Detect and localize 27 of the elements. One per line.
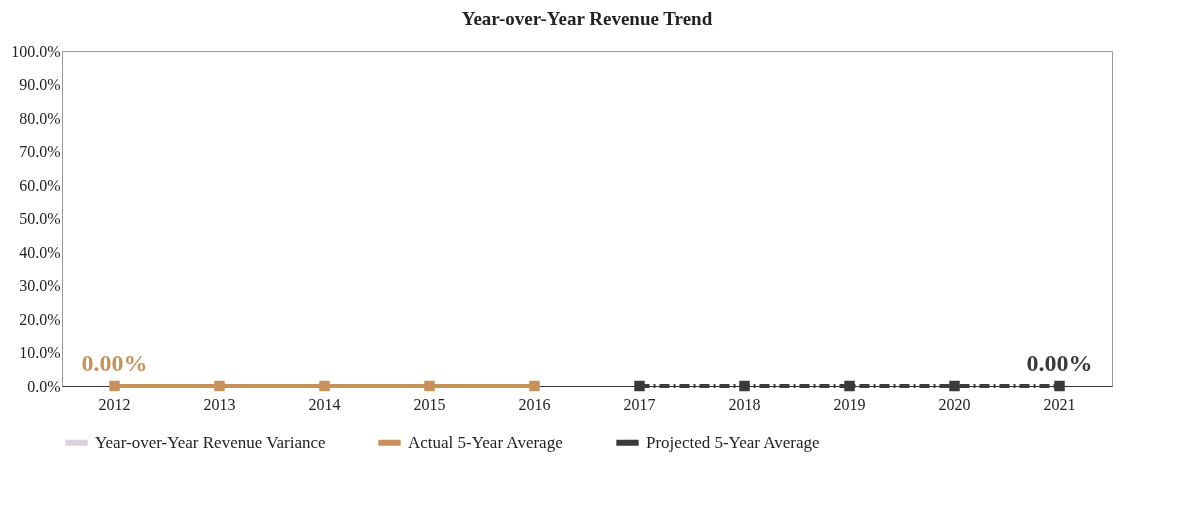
x-tick-label: 2014 bbox=[308, 395, 341, 413]
y-tick-label: 0.0% bbox=[27, 377, 61, 395]
y-tick-label: 90.0% bbox=[19, 76, 61, 93]
legend-label: Actual 5-Year Average bbox=[408, 432, 563, 452]
annotation: 0.00% bbox=[81, 350, 148, 376]
y-tick-label: 60.0% bbox=[19, 176, 61, 194]
legend-label: Year-over-Year Revenue Variance bbox=[95, 432, 326, 452]
x-tick-label: 2020 bbox=[938, 395, 971, 413]
x-tick-label: 2013 bbox=[203, 395, 236, 413]
x-tick-label: 2016 bbox=[518, 395, 551, 413]
y-tick-label: 80.0% bbox=[19, 109, 61, 127]
x-tick-label: 2021 bbox=[1043, 395, 1076, 413]
y-tick-label: 30.0% bbox=[19, 277, 61, 294]
x-tick-label: 2019 bbox=[833, 395, 866, 413]
y-tick-label: 10.0% bbox=[19, 344, 61, 361]
annotation: 0.00% bbox=[1026, 350, 1093, 376]
y-tick-label: 70.0% bbox=[19, 143, 61, 160]
y-tick-label: 50.0% bbox=[19, 210, 61, 227]
y-tick-label: 100.0% bbox=[11, 42, 61, 60]
x-tick-label: 2017 bbox=[623, 395, 656, 413]
x-tick-label: 2012 bbox=[98, 395, 131, 413]
x-tick-label: 2015 bbox=[413, 395, 446, 413]
x-tick-label: 2018 bbox=[728, 395, 761, 413]
y-tick-label: 20.0% bbox=[19, 310, 61, 328]
legend-label: Projected 5-Year Average bbox=[646, 432, 820, 452]
y-tick-label: 40.0% bbox=[19, 243, 61, 261]
chart-title: Year-over-Year Revenue Trend bbox=[461, 8, 713, 29]
